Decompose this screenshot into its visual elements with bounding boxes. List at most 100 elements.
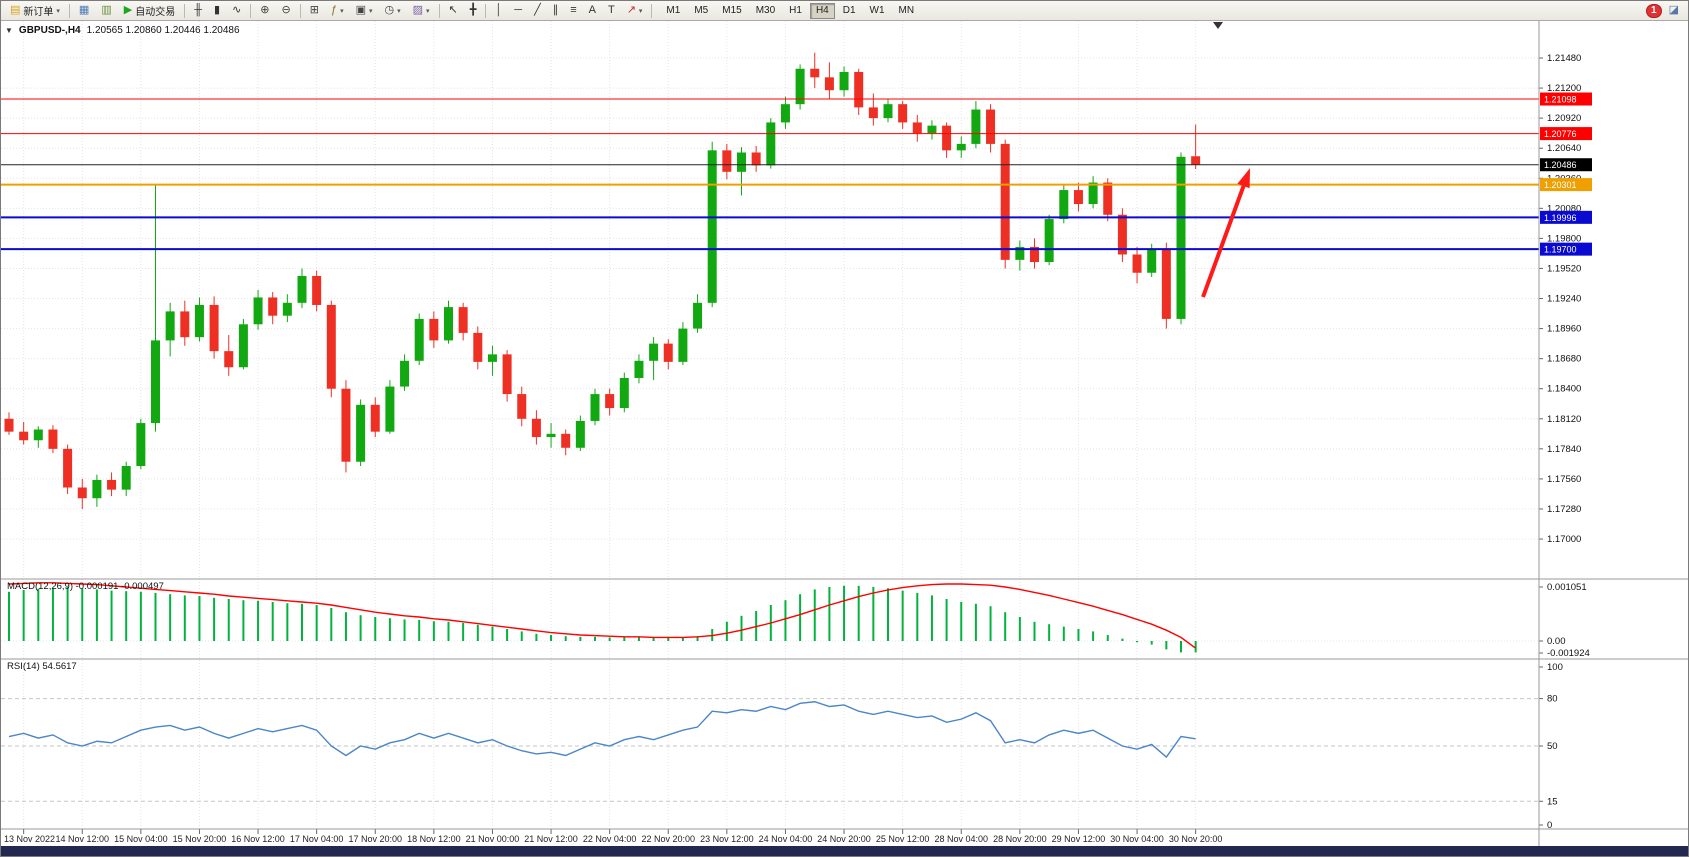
svg-text:17 Nov 04:00: 17 Nov 04:00 [290,834,344,844]
svg-text:1.19996: 1.19996 [1544,213,1577,223]
templates-button[interactable]: ▨ ▾ [408,3,435,19]
timeframe-button-d1[interactable]: D1 [837,3,862,19]
collapse-arrow-icon[interactable]: ▼ [5,26,13,35]
bar-chart-button[interactable]: ╫ [189,3,207,19]
new-chart-button[interactable]: ▣ ▾ [351,3,378,19]
horizontal-line-icon: ─ [514,4,523,16]
svg-text:15: 15 [1547,796,1558,807]
trendline-button[interactable]: ╱ [529,3,546,19]
arrows-button[interactable]: ↗ ▾ [622,3,648,19]
text-label-button[interactable]: T [603,3,620,19]
timeframe-button-h4[interactable]: H4 [809,2,835,19]
svg-text:1.21200: 1.21200 [1547,83,1581,94]
vertical-line-button[interactable]: │ [490,3,507,19]
time-axis[interactable]: 13 Nov 2022 14 Nov 12:00 15 Nov 04:00 15 No… [4,829,1222,844]
notifications-button[interactable]: 1 [1646,3,1662,18]
svg-text:100: 100 [1547,662,1563,673]
zoom-out-button[interactable]: ⊖ [277,3,296,19]
new-chart-icon: ▣ [355,4,366,16]
chart-ohlc-values: 1.20565 1.20860 1.20446 1.20486 [86,25,240,36]
equidistant-channel-button[interactable]: ∥ [548,3,564,19]
bar-chart-icon: ╫ [194,4,202,16]
svg-text:30 Nov 20:00: 30 Nov 20:00 [1169,834,1223,844]
svg-text:1.19520: 1.19520 [1547,263,1581,274]
templates-icon: ▨ [412,4,424,16]
svg-text:17 Nov 20:00: 17 Nov 20:00 [348,834,402,844]
timeframe-button-m30[interactable]: M30 [750,3,781,19]
toolbar-separator [299,3,301,18]
svg-text:29 Nov 12:00: 29 Nov 12:00 [1052,834,1106,844]
channel-icon: ∥ [552,4,559,16]
timeframe-button-mn[interactable]: MN [893,3,921,19]
candlestick-chart-button[interactable]: ▮ [209,3,225,19]
chart-shift-marker[interactable] [1213,22,1223,29]
timeframe-button-m5[interactable]: M5 [688,3,714,19]
chevron-down-icon: ▾ [638,7,643,15]
text-button[interactable]: A [584,3,601,19]
svg-text:1.20080: 1.20080 [1547,203,1581,214]
annotation-arrow-head [1237,168,1251,189]
timeframe-button-m15[interactable]: M15 [716,3,747,19]
main-toolbar: ▤ 新订单 ▾ ▦ ▥ ▶ 自动交易 ╫ ▮ ∿ ⊕ ⊖ ⊞ ƒ ▾ ▣ ▾ ◷ ▾ ▨ ▾ ↖ ╋ │ ─ ╱ ∥ ≡ A T ↗ ▾ M1 M… [1,1,1688,21]
toolbar-separator [438,3,440,18]
chart-title: ▼ GBPUSD-,H4 1.20565 1.20860 1.20446 1.2… [5,25,240,36]
svg-text:1.17000: 1.17000 [1547,534,1581,545]
toolbar-separator [184,3,186,18]
fibonacci-button[interactable]: ≡ [565,3,581,19]
data-window-button[interactable]: ▥ [96,3,116,19]
clock-icon: ◷ [384,4,395,16]
svg-text:1.19800: 1.19800 [1547,233,1581,244]
cursor-icon: ↖ [448,4,458,16]
svg-text:1.18680: 1.18680 [1547,354,1581,365]
timeframe-group: M1 M5 M15 M30 H1 H4 D1 W1 MN [659,2,921,19]
indicators-button[interactable]: ƒ ▾ [326,3,349,19]
arrow-icon: ↗ [626,4,636,16]
annotations-layer [1201,22,1251,298]
svg-text:14 Nov 12:00: 14 Nov 12:00 [55,834,109,844]
svg-text:0.00: 0.00 [1547,636,1566,647]
annotation-arrow[interactable] [1201,177,1249,298]
svg-text:23 Nov 12:00: 23 Nov 12:00 [700,834,754,844]
periods-button[interactable]: ◷ ▾ [380,3,406,19]
svg-text:1.19700: 1.19700 [1544,245,1577,255]
svg-text:22 Nov 20:00: 22 Nov 20:00 [641,834,695,844]
fibonacci-icon: ≡ [570,4,577,16]
line-chart-button[interactable]: ∿ [227,3,246,19]
price-axis[interactable]: 1.214801.212001.209201.206401.203601.200… [1539,53,1592,831]
svg-text:16 Nov 12:00: 16 Nov 12:00 [231,834,285,844]
rsi-indicator-label: RSI(14) 54.5617 [7,661,77,672]
trendline-icon: ╱ [534,4,541,16]
timeframe-button-h1[interactable]: H1 [783,3,808,19]
svg-text:1.19240: 1.19240 [1547,294,1581,305]
svg-text:-0.001924: -0.001924 [1547,648,1590,659]
svg-text:1.18960: 1.18960 [1547,324,1581,335]
indicators-layer [8,582,1197,759]
svg-text:50: 50 [1547,741,1558,752]
macd-indicator-label: MACD(12,26,9) -0.000191 -0.000497 [7,581,164,592]
svg-text:1.17280: 1.17280 [1547,504,1581,515]
play-icon: ▶ [123,4,133,16]
svg-text:22 Nov 04:00: 22 Nov 04:00 [583,834,637,844]
tile-windows-button[interactable]: ⊞ [305,3,324,19]
auto-trading-button[interactable]: ▶ 自动交易 [119,3,180,19]
tile-windows-icon: ⊞ [309,4,319,16]
svg-text:0.001051: 0.001051 [1547,582,1587,593]
svg-text:28 Nov 04:00: 28 Nov 04:00 [934,834,988,844]
crosshair-icon: ╋ [469,4,477,16]
horizontal-line-button[interactable]: ─ [509,3,527,19]
timeframe-button-w1[interactable]: W1 [864,3,891,19]
svg-text:24 Nov 04:00: 24 Nov 04:00 [759,834,813,844]
crosshair-button[interactable]: ╋ [465,3,482,19]
svg-text:80: 80 [1547,694,1558,705]
new-order-icon: ▤ [10,4,21,16]
messages-button[interactable]: ◪ [1664,3,1684,19]
new-order-button[interactable]: ▤ 新订单 ▾ [5,3,65,19]
text-label-icon: T [607,4,615,16]
market-watch-button[interactable]: ▦ [74,3,94,19]
cursor-button[interactable]: ↖ [444,3,463,19]
timeframe-button-m1[interactable]: M1 [660,3,686,19]
messages-icon: ◪ [1668,4,1679,16]
zoom-in-button[interactable]: ⊕ [255,3,274,19]
